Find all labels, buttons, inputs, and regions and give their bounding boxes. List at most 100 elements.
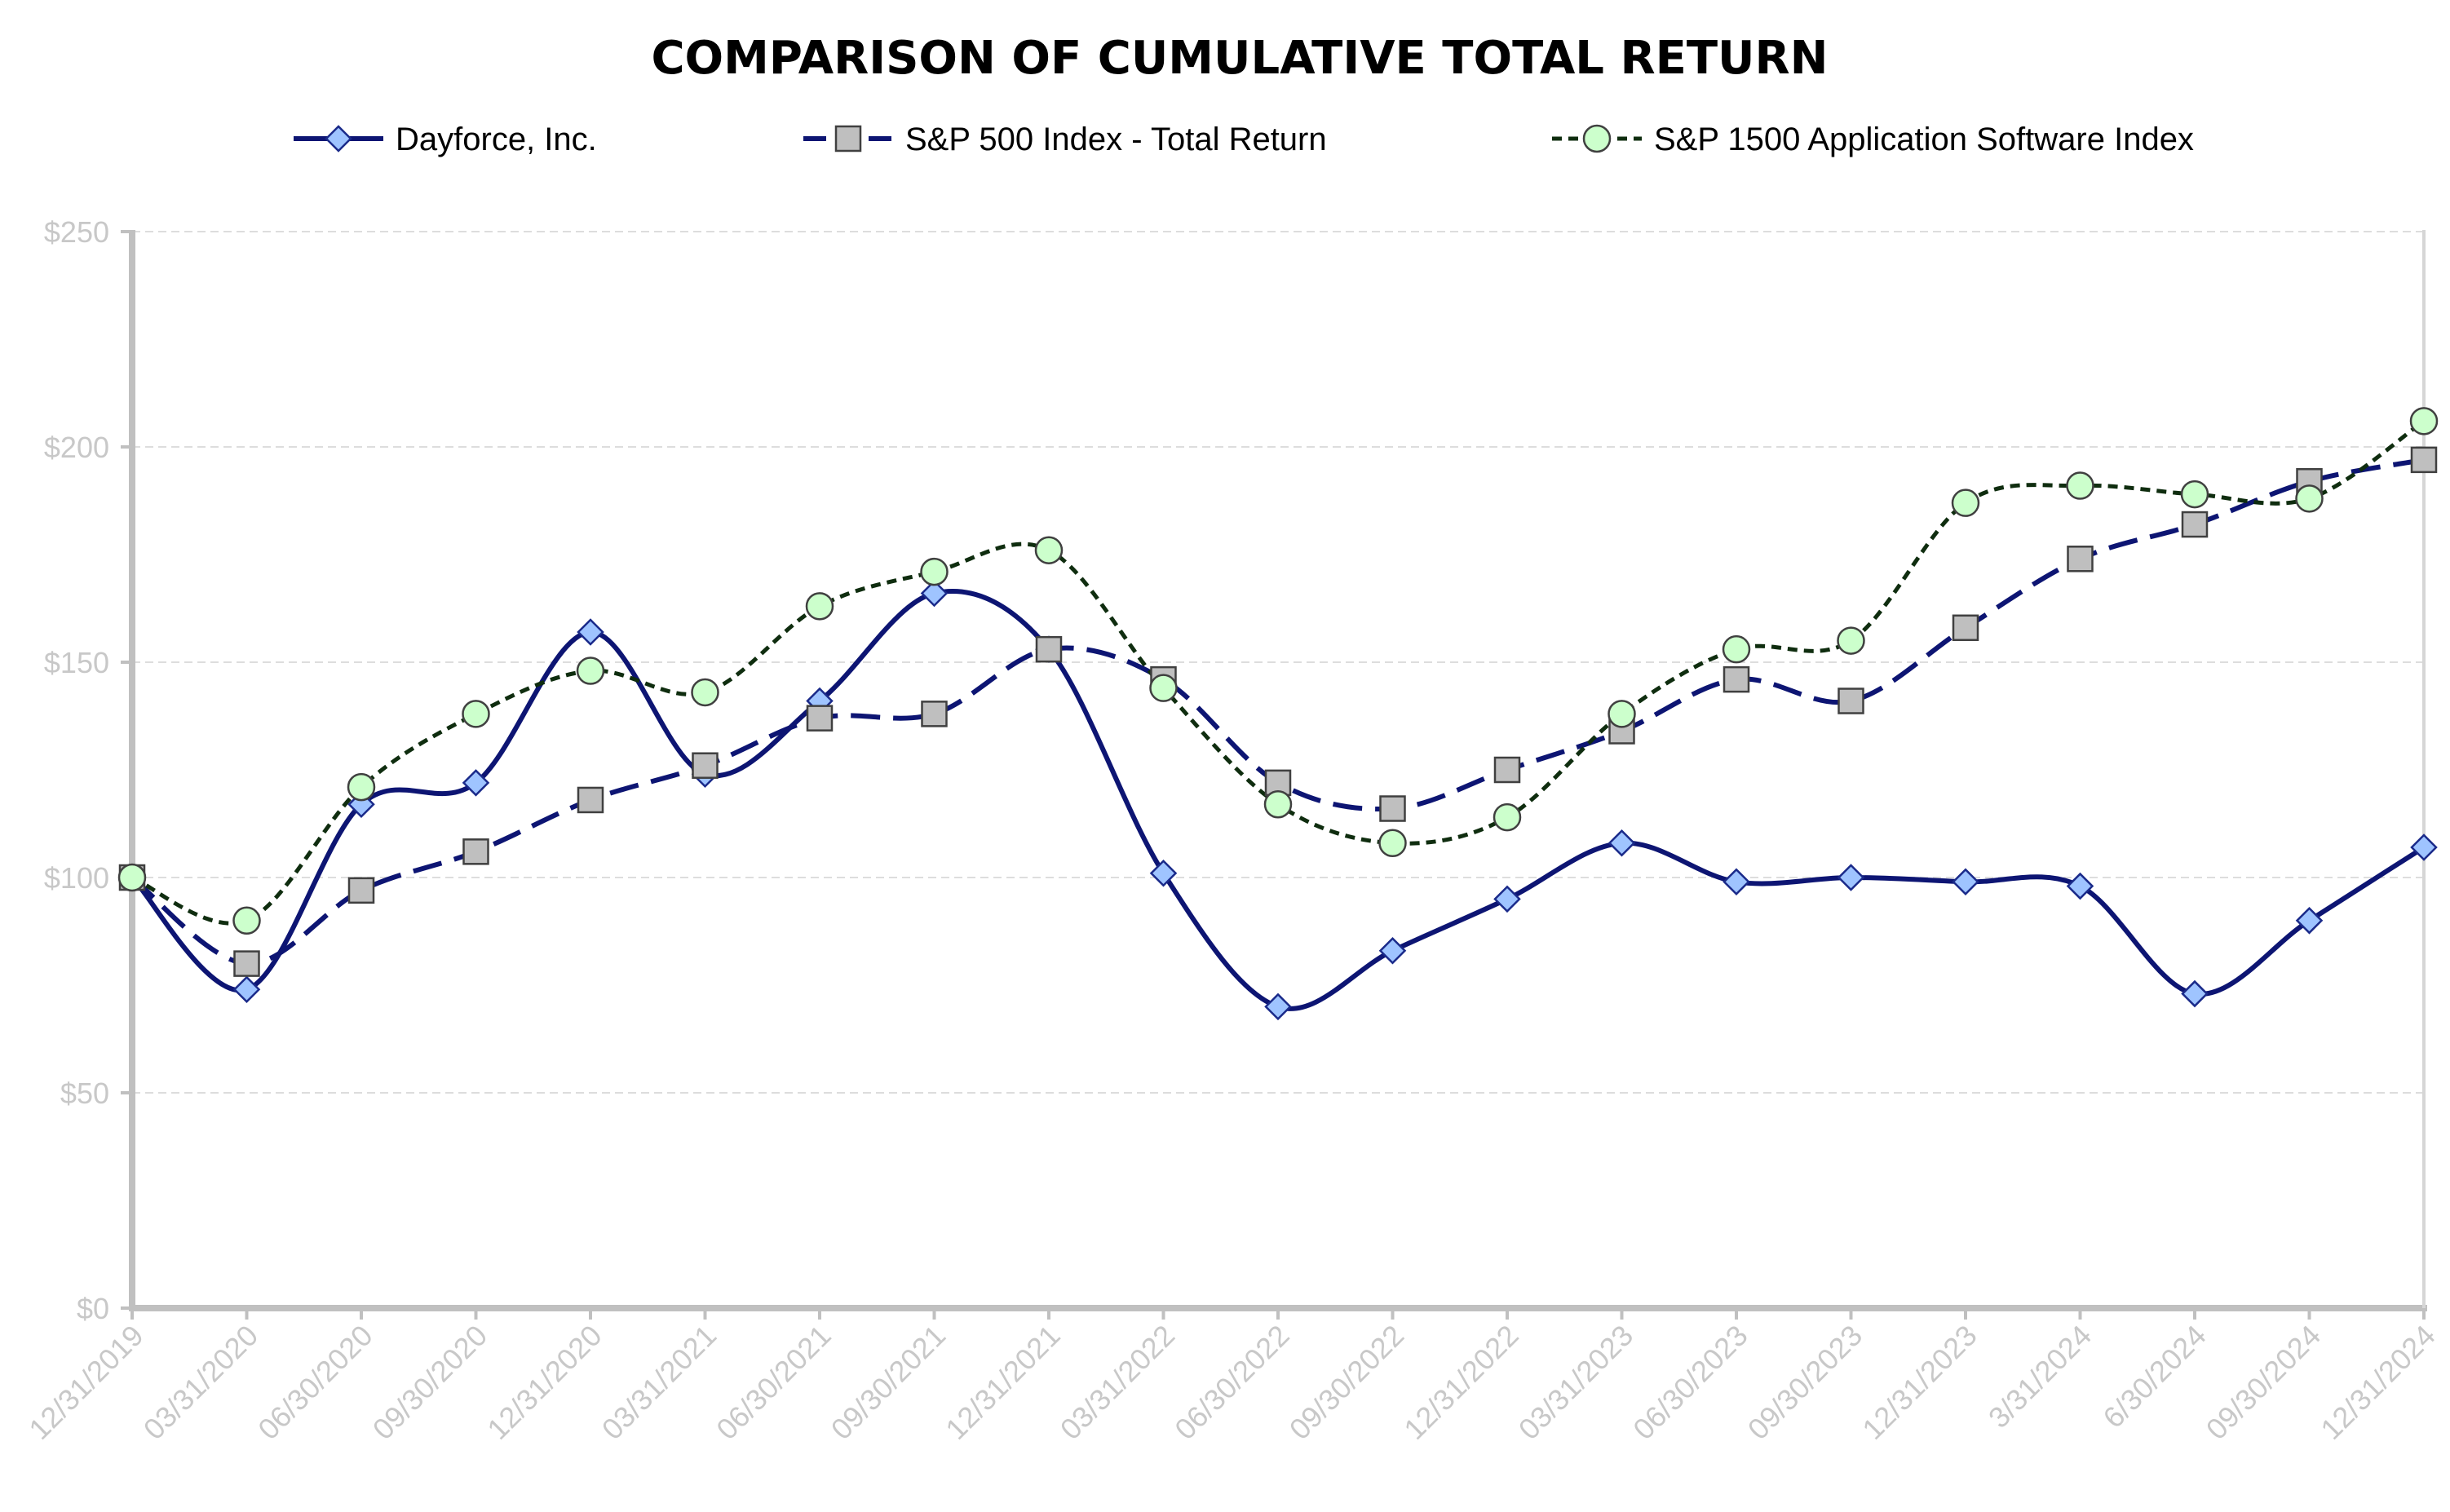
series-line [131,419,2426,926]
diamond-point [1837,864,1865,891]
circle-point [232,906,261,935]
circle-point [117,863,147,892]
y-tick-label: $200 [44,431,109,464]
x-tick-label: 06/30/2023 [1626,1319,1753,1446]
circle-point [2066,471,2094,500]
legend-diamond-icon [325,125,352,153]
x-tick-label: 12/31/2019 [22,1319,149,1446]
circle-point [1837,626,1865,655]
square-point [577,786,604,814]
square-point [233,950,260,977]
grid-lines [132,231,2424,1094]
series-markers [117,407,2439,1021]
legend-label: Dayforce, Inc. [396,122,597,157]
x-tick-label: 03/31/2023 [1512,1319,1639,1446]
legend-item: S&P 500 Index - Total Return [803,122,1327,157]
chart-title: COMPARISON OF CUMULATIVE TOTAL RETURN [651,32,1828,85]
y-tick-label: $50 [60,1077,109,1110]
diamond-point [462,769,490,797]
y-tick-label: $250 [44,215,109,249]
diamond-point [1952,868,1979,896]
y-tick-label: $0 [77,1292,109,1325]
x-tick-label: 12/31/2024 [2314,1319,2441,1446]
circle-point [1608,700,1636,728]
y-axis-ticks: $0 $50 $100 $150 $200 $250 [44,215,109,1325]
square-point [2410,446,2438,474]
circle-point [920,557,949,586]
x-axis-ticks: 12/31/201903/31/202006/30/202009/30/2020… [22,1319,2441,1446]
diamond-point [232,975,261,1004]
square-point [347,877,375,904]
diamond-point [2066,872,2094,900]
square-point [692,752,719,779]
square-point [1493,756,1521,784]
square-point [1379,795,1406,822]
x-tick-label: 03/31/2020 [137,1319,264,1446]
legend-square-icon [834,125,862,153]
circle-point [1378,829,1407,858]
circle-point [576,657,605,685]
circle-point [1263,789,1293,819]
circle-point [462,700,490,728]
series-point-group [117,407,2439,935]
legend: Dayforce, Inc. S&P 500 Index - Total Retu… [294,122,2194,157]
diamond-point [2295,907,2324,935]
x-tick-label: 3/31/2024 [1982,1319,2098,1435]
x-tick-label: 09/30/2021 [825,1319,952,1446]
diamond-point [1149,859,1178,887]
x-tick-label: 6/30/2024 [2096,1319,2212,1435]
x-tick-label: 06/30/2020 [251,1319,378,1446]
x-tick-label: 12/31/2022 [1397,1319,1524,1446]
circle-point [2180,480,2209,509]
square-point [1723,665,1750,693]
x-tick-label: 12/31/2023 [1855,1319,1983,1446]
x-tick-label: 06/30/2021 [710,1319,837,1446]
square-point [921,701,948,727]
diamond-point [1378,936,1407,965]
diamond-point [2181,979,2209,1008]
diamond-point [1264,993,1292,1021]
square-point [2067,546,2094,573]
x-tick-label: 06/30/2022 [1168,1319,1295,1446]
legend-item: Dayforce, Inc. [294,122,597,157]
circle-point [2409,407,2439,435]
x-tick-label: 09/30/2022 [1283,1319,1410,1446]
diamond-point [920,579,949,608]
square-point [462,838,489,865]
x-tick-label: 12/31/2021 [939,1319,1066,1446]
x-tick-label: 03/31/2022 [1054,1319,1181,1446]
x-tick-label: 12/31/2020 [480,1319,608,1446]
legend-label: S&P 500 Index - Total Return [905,122,1327,157]
diamond-point [1493,885,1521,913]
circle-point [1951,489,1980,517]
circle-point [1149,674,1178,702]
legend-circle-icon [1582,124,1612,153]
y-tick-label: $100 [44,861,109,895]
x-tick-label: 03/31/2021 [595,1319,723,1446]
diamond-point [2410,833,2438,861]
legend-label: S&P 1500 Application Software Index [1654,122,2194,157]
circle-point [1722,634,1751,664]
square-point [1838,687,1864,714]
circle-point [805,592,834,621]
diamond-point [1723,868,1750,896]
square-point [2181,511,2209,538]
y-tick-label: $150 [44,646,109,679]
circle-point [347,772,376,802]
circle-point [1493,802,1522,832]
square-point [806,705,834,732]
x-tick-label: 09/30/2023 [1741,1319,1868,1446]
diamond-point [577,618,604,646]
x-tick-label: 09/30/2024 [2200,1319,2327,1446]
series-point-group [118,446,2438,977]
square-point [1952,614,1979,642]
legend-item: S&P 1500 Application Software Index [1552,122,2194,157]
diamond-point [1608,829,1636,857]
circle-point [1034,536,1064,564]
square-point [1035,635,1063,663]
x-tick-label: 09/30/2020 [366,1319,493,1446]
circle-point [691,678,719,707]
circle-point [2295,484,2324,513]
